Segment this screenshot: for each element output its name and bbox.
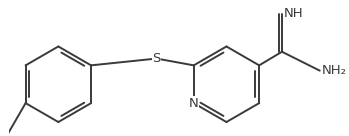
Text: NH₂: NH₂ [322, 64, 347, 77]
Text: S: S [153, 52, 161, 65]
Text: NH: NH [284, 7, 304, 21]
Text: N: N [189, 97, 199, 110]
